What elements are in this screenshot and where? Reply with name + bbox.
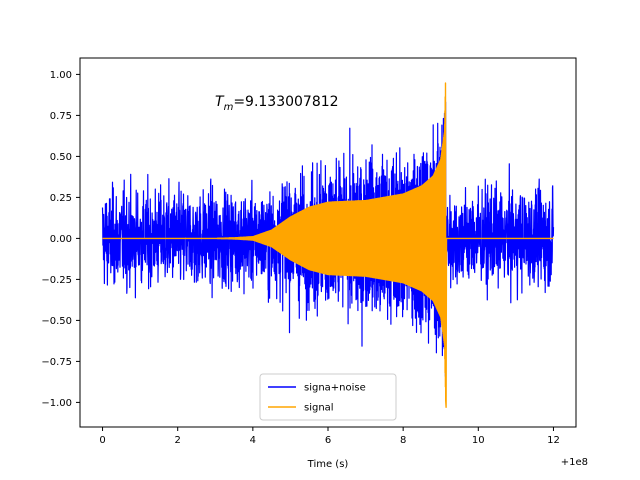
- merger-time-annotation: Tm=9.133007812: [215, 94, 339, 113]
- series-line-signal: [101, 82, 554, 408]
- plot-content: [101, 82, 555, 408]
- x-tick-label: 6: [325, 435, 331, 446]
- legend-label: signal: [304, 403, 334, 414]
- y-axis: −1.00 −0.75 −0.50 −0.25 0.00 0.25 0.50 0.75 1.00: [41, 70, 80, 409]
- x-tick-label: 0: [99, 435, 105, 446]
- legend-label: signa+noise: [304, 383, 366, 394]
- x-axis-label: Time (s): [307, 459, 349, 470]
- x-tick-label: 8: [400, 435, 406, 446]
- x-tick-label: 4: [250, 435, 256, 446]
- y-tick-label: 0.00: [50, 234, 72, 245]
- y-tick-label: 1.00: [50, 70, 72, 81]
- y-tick-label: 0.50: [50, 152, 72, 163]
- annotation-value: =9.133007812: [233, 94, 338, 110]
- y-tick-label: −0.50: [41, 316, 72, 327]
- x-axis: 0 2 4 6 8 10 12: [99, 427, 560, 446]
- legend-box: [259, 373, 397, 421]
- y-tick-label: −0.75: [41, 357, 72, 368]
- y-tick-label: 0.25: [50, 193, 72, 204]
- y-tick-label: −0.25: [41, 275, 72, 286]
- y-tick-label: −1.00: [41, 398, 72, 409]
- annotation-subscript: m: [224, 102, 234, 113]
- x-tick-label: 12: [547, 435, 560, 446]
- x-tick-label: 2: [175, 435, 181, 446]
- y-tick-label: 0.75: [50, 111, 72, 122]
- legend: signa+noise signal: [259, 373, 397, 421]
- x-tick-label: 10: [472, 435, 485, 446]
- x-offset-label: +1e8: [561, 457, 588, 468]
- annotation-prefix: T: [215, 94, 225, 110]
